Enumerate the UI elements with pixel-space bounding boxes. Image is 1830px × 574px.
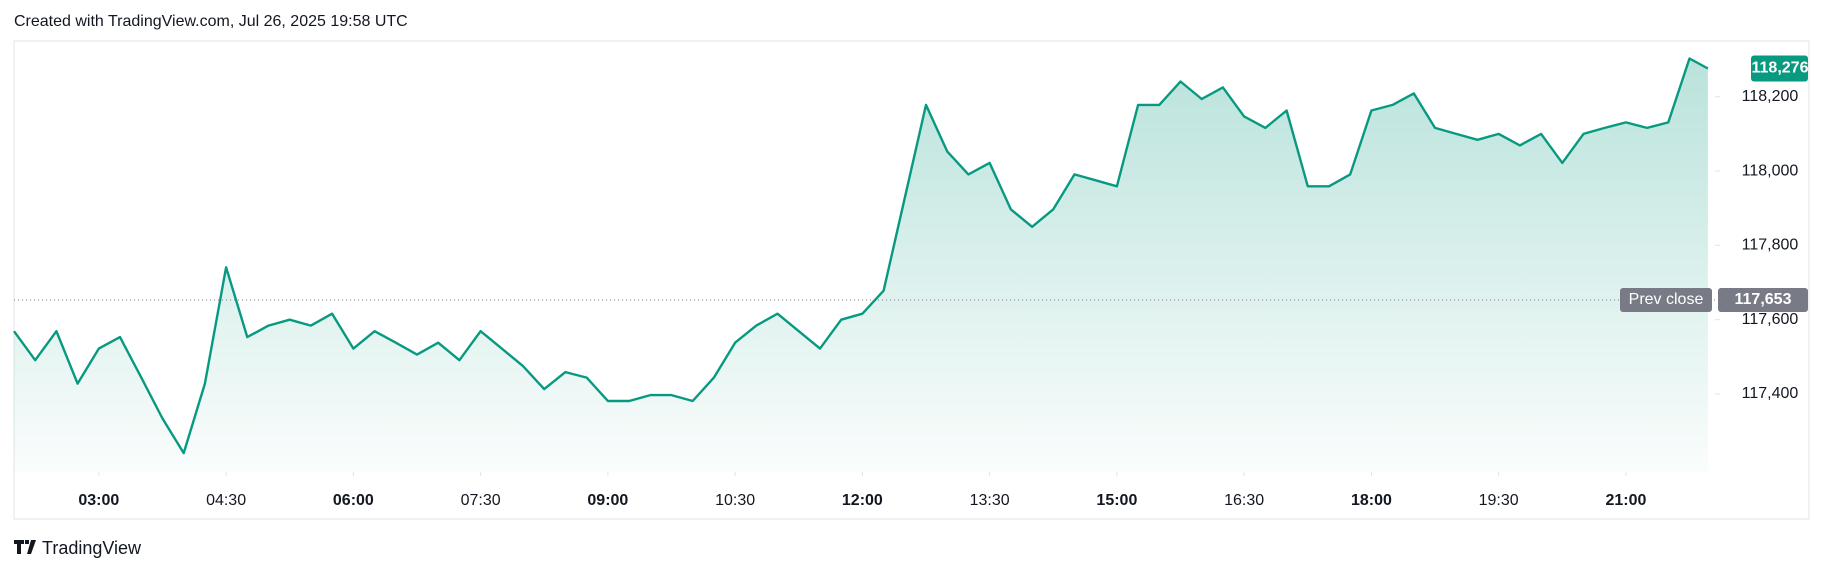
- x-tick-label: 13:30: [970, 492, 1010, 509]
- y-tick-label: 117,400: [1742, 385, 1799, 402]
- logo: [14, 540, 36, 554]
- chart-frame: [13, 40, 1810, 520]
- x-tick-label: 12:00: [842, 492, 883, 509]
- last-price-label: 118,276: [1752, 60, 1809, 77]
- x-tick-label: 03:00: [78, 492, 119, 509]
- prev-close-label: Prev close: [1629, 291, 1704, 308]
- x-tick-label: 07:30: [461, 492, 501, 509]
- y-tick-label: 117,600: [1742, 311, 1799, 328]
- area-fill: [14, 58, 1708, 472]
- x-tick-label: 19:30: [1479, 492, 1519, 509]
- x-tick-label: 09:00: [587, 492, 628, 509]
- prev-close-value: 117,653: [1735, 291, 1792, 308]
- price-line: [13, 57, 1709, 455]
- x-tick-label: 21:00: [1605, 492, 1646, 509]
- x-tick-label: 10:30: [715, 492, 755, 509]
- prev-close-value-badge: [1718, 287, 1808, 312]
- y-tick-label: 118,000: [1742, 162, 1799, 179]
- x-tick-label: 18:00: [1351, 492, 1392, 509]
- y-tick-label: 118,200: [1742, 88, 1799, 105]
- last-price-badge: [1751, 55, 1808, 82]
- x-tick-label: 15:00: [1096, 492, 1137, 509]
- prev-close-badge: [1620, 287, 1712, 312]
- y-tick-label: 117,800: [1742, 237, 1799, 254]
- brand: TradingView: [42, 538, 142, 558]
- x-tick-label: 16:30: [1224, 492, 1264, 509]
- header-title: Created with TradingView.com, Jul 26, 20…: [14, 13, 408, 30]
- x-tick-label: 06:00: [333, 492, 374, 509]
- x-tick-label: 04:30: [206, 492, 246, 509]
